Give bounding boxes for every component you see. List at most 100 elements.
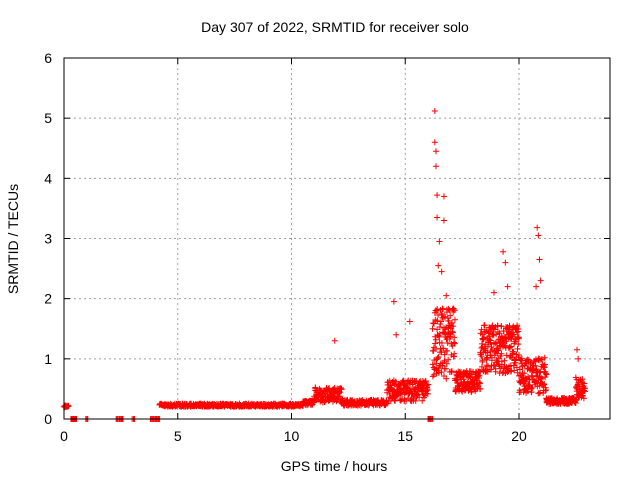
data-point xyxy=(412,397,419,404)
data-point xyxy=(434,214,441,221)
data-point xyxy=(438,310,445,317)
data-point xyxy=(442,365,449,372)
data-point xyxy=(438,268,445,275)
data-point xyxy=(449,320,456,327)
data-point xyxy=(409,381,416,388)
data-point xyxy=(65,403,72,410)
data-point xyxy=(497,365,504,372)
data-point xyxy=(439,305,446,312)
data-point xyxy=(506,322,513,329)
data-point xyxy=(434,306,441,313)
data-point xyxy=(498,350,505,357)
data-point xyxy=(422,378,429,385)
data-point xyxy=(393,331,400,338)
data-point xyxy=(521,370,528,377)
data-point xyxy=(451,307,458,314)
data-point xyxy=(435,353,442,360)
y-tick-label: 1 xyxy=(44,351,52,367)
data-point xyxy=(443,375,450,382)
data-point xyxy=(331,337,338,344)
data-point xyxy=(524,388,531,395)
data-point xyxy=(528,389,535,396)
data-point xyxy=(511,367,518,374)
data-point xyxy=(528,372,535,379)
x-tick-label: 15 xyxy=(397,428,413,444)
data-point xyxy=(429,361,436,368)
data-point xyxy=(430,320,437,327)
data-point xyxy=(478,353,485,360)
data-point xyxy=(540,362,547,369)
data-point xyxy=(442,313,449,320)
data-point xyxy=(580,395,587,402)
data-point xyxy=(537,277,544,284)
data-point xyxy=(500,339,507,346)
data-points xyxy=(60,107,588,422)
data-point xyxy=(513,329,520,336)
y-tick-label: 3 xyxy=(44,231,52,247)
data-point xyxy=(441,351,448,358)
data-point xyxy=(581,388,588,395)
data-point xyxy=(390,298,397,305)
data-point xyxy=(434,192,441,199)
data-point xyxy=(503,338,510,345)
data-point xyxy=(434,317,441,324)
data-point xyxy=(483,362,490,369)
data-point xyxy=(503,364,510,371)
data-point xyxy=(391,397,398,404)
data-point xyxy=(538,376,545,383)
data-point xyxy=(485,363,492,370)
data-point xyxy=(440,193,447,200)
data-point xyxy=(440,217,447,224)
data-point xyxy=(432,336,439,343)
data-point xyxy=(424,390,431,397)
data-point xyxy=(536,256,543,263)
data-point xyxy=(430,371,437,378)
data-point xyxy=(535,232,542,239)
data-point xyxy=(450,339,457,346)
data-point xyxy=(445,356,452,363)
y-axis-label: SRMTID / TECUs xyxy=(5,184,21,294)
data-point xyxy=(450,305,457,312)
data-point xyxy=(444,347,451,354)
x-tick-label: 10 xyxy=(284,428,300,444)
data-point xyxy=(537,389,544,396)
data-point xyxy=(492,368,499,375)
data-point xyxy=(488,354,495,361)
data-point xyxy=(429,373,436,380)
data-point xyxy=(543,386,550,393)
data-point xyxy=(506,344,513,351)
data-point xyxy=(483,355,490,362)
axis-ticks: 0 5 10 15 20 0 1 2 3 4 5 6 xyxy=(44,50,610,444)
data-point xyxy=(575,355,582,362)
data-point xyxy=(446,330,453,337)
data-point xyxy=(438,340,445,347)
data-point xyxy=(450,323,457,330)
data-point xyxy=(538,375,545,382)
x-axis-label: GPS time / hours xyxy=(281,458,388,474)
data-point xyxy=(541,354,548,361)
data-point xyxy=(522,378,529,385)
data-point xyxy=(498,333,505,340)
data-point xyxy=(503,325,510,332)
y-tick-label: 2 xyxy=(44,291,52,307)
data-point xyxy=(449,329,456,336)
data-point xyxy=(479,336,486,343)
x-tick-label: 20 xyxy=(511,428,527,444)
data-point xyxy=(537,356,544,363)
data-point xyxy=(534,224,541,231)
data-point xyxy=(438,318,445,325)
data-point xyxy=(501,357,508,364)
data-point xyxy=(437,321,444,328)
data-point xyxy=(515,341,522,348)
data-point xyxy=(392,378,399,385)
data-point xyxy=(432,163,439,170)
data-point xyxy=(436,330,443,337)
data-point xyxy=(451,334,458,341)
data-point xyxy=(481,329,488,336)
data-point xyxy=(508,343,515,350)
data-point xyxy=(539,356,546,363)
data-point xyxy=(444,340,451,347)
data-point xyxy=(436,238,443,245)
data-point xyxy=(429,325,436,332)
